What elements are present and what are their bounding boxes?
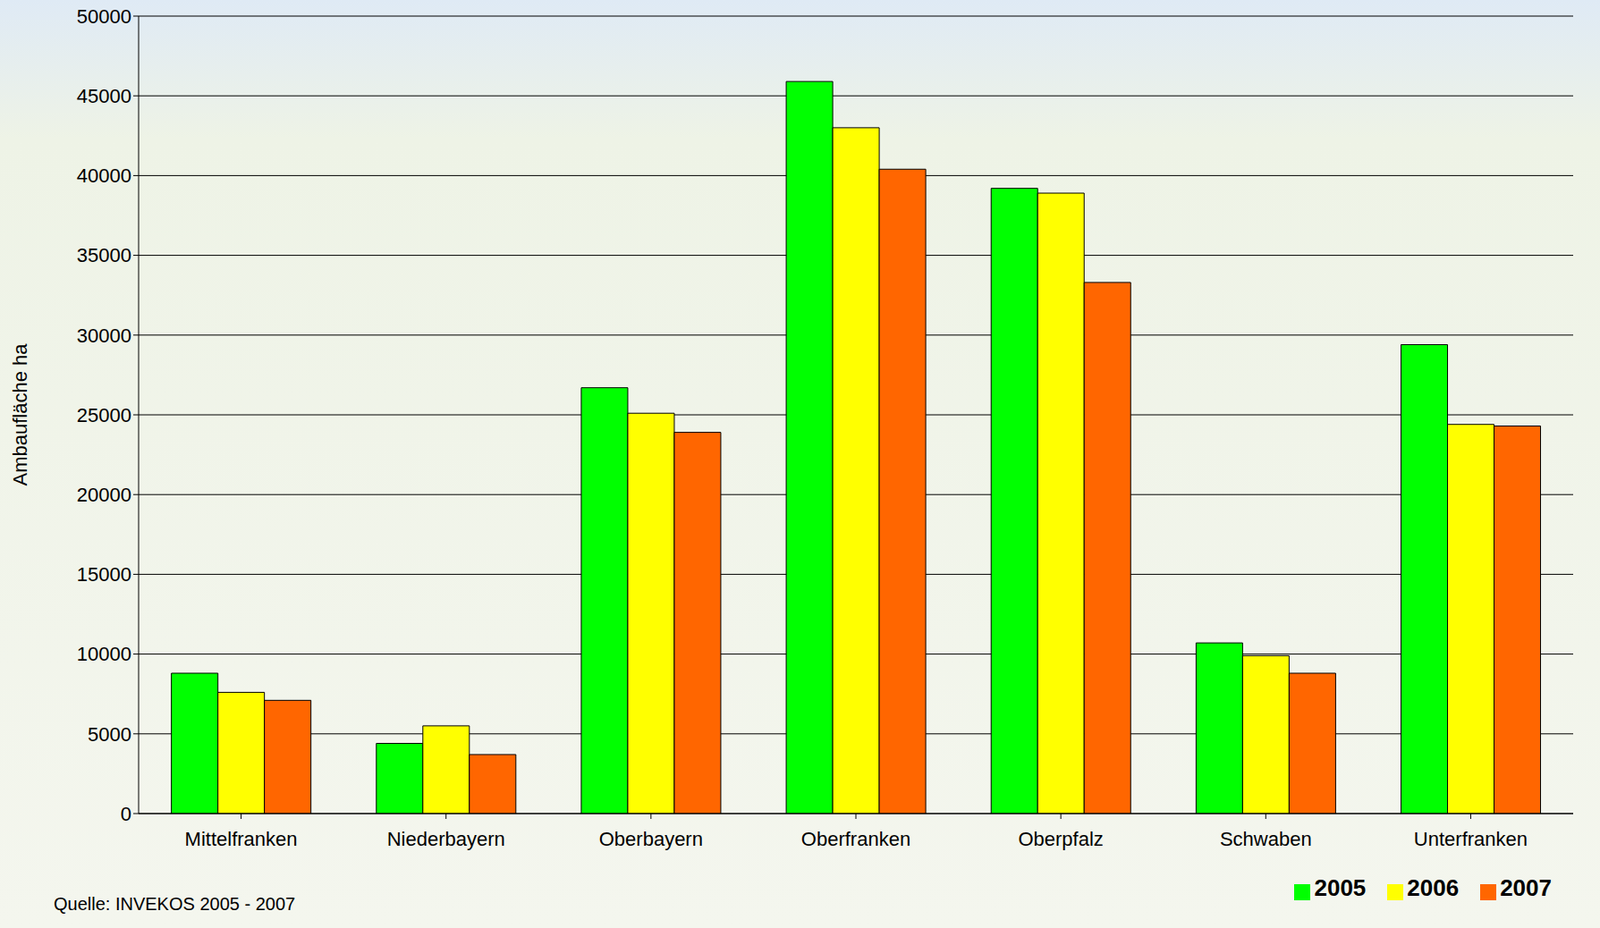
svg-text:Oberbayern: Oberbayern: [599, 828, 703, 851]
svg-text:45000: 45000: [76, 84, 132, 108]
svg-text:25000: 25000: [76, 404, 132, 427]
html-text:2007: 2007: [1500, 874, 1552, 902]
svg-text:20000: 20000: [76, 483, 132, 507]
html-text:2006: 2006: [1407, 874, 1459, 902]
svg-text:Unterfranken: Unterfranken: [1413, 828, 1528, 851]
svg-text:30000: 30000: [76, 324, 132, 348]
svg-text:Mittelfranken: Mittelfranken: [185, 828, 298, 851]
svg-text:0: 0: [120, 803, 132, 826]
svg-text:5000: 5000: [87, 723, 132, 746]
svg-text:Oberpfalz: Oberpfalz: [1017, 828, 1103, 851]
svg-text:Ambaufläche ha: Ambaufläche ha: [8, 343, 32, 487]
svg-text:40000: 40000: [76, 164, 132, 187]
svg-text:Oberfranken: Oberfranken: [801, 828, 911, 851]
svg-text:Schwaben: Schwaben: [1219, 828, 1313, 851]
svg-text:15000: 15000: [76, 563, 132, 586]
html-text:Quelle: INVEKOS 2005 - 2007: Quelle: INVEKOS 2005 - 2007: [53, 894, 296, 915]
svg-text:50000: 50000: [76, 5, 132, 28]
html-text:2005: 2005: [1314, 874, 1366, 902]
svg-text:Niederbayern: Niederbayern: [387, 828, 506, 851]
svg-text:10000: 10000: [76, 643, 132, 666]
svg-text:35000: 35000: [76, 244, 132, 267]
